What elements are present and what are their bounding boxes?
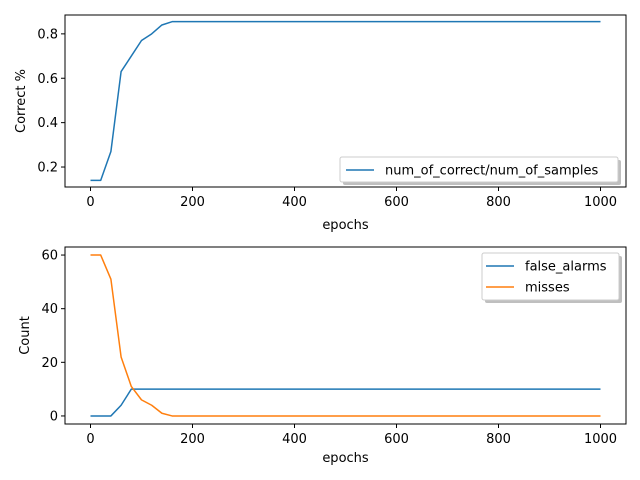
plot-frame (64, 246, 627, 425)
x-tick-label: 800 (486, 432, 511, 447)
x-tick-label: 200 (180, 432, 205, 447)
y-tick-label: 0.8 (37, 27, 58, 42)
legend-label-false-alarms: false_alarms (525, 260, 607, 275)
x-tick-label: 400 (282, 195, 307, 210)
legend-label-correct: num_of_correct/num_of_samples (385, 164, 599, 179)
legend: false_alarms misses (481, 252, 622, 303)
x-tick-label: 400 (282, 432, 307, 447)
legend-label-misses: misses (525, 281, 570, 296)
ticks: 0 200 400 600 800 1000 0 20 40 60 (41, 249, 617, 447)
correct-percentage-chart: 0 200 400 600 800 1000 0.2 0.4 0.6 0.8 epochs Cor… (14, 14, 627, 233)
x-tick-label: 800 (486, 195, 511, 210)
x-tick-label: 0 (86, 195, 94, 210)
series-line-false-alarms (90, 388, 601, 417)
y-axis-label: Count (18, 316, 33, 355)
y-axis-label: Correct % (14, 69, 29, 133)
y-tick-label: 20 (41, 356, 58, 371)
series-line-misses (90, 254, 601, 417)
x-axis-label: epochs (322, 218, 369, 233)
series-lines (90, 20, 601, 182)
y-tick-label: 0.2 (37, 161, 58, 176)
x-tick-label: 200 (180, 195, 205, 210)
series-line-num-of-correct-num-of-samples (90, 20, 601, 182)
legend: num_of_correct/num_of_samples (339, 156, 621, 185)
x-tick-label: 0 (86, 432, 94, 447)
y-tick-label: 0 (50, 409, 58, 424)
x-axis-label: epochs (322, 451, 369, 466)
y-tick-label: 0.6 (37, 72, 58, 87)
y-tick-label: 0.4 (37, 116, 58, 131)
ticks: 0 200 400 600 800 1000 0.2 0.4 0.6 0.8 (37, 27, 617, 210)
plot-frame (64, 14, 627, 188)
x-tick-label: 600 (384, 432, 409, 447)
legend-box (339, 156, 619, 183)
y-tick-label: 60 (41, 249, 58, 264)
x-tick-label: 1000 (584, 432, 617, 447)
legend-box (481, 252, 620, 301)
y-tick-label: 40 (41, 302, 58, 317)
x-tick-label: 600 (384, 195, 409, 210)
series-lines (90, 254, 601, 417)
count-chart: 0 200 400 600 800 1000 0 20 40 60 epochs Count fa… (18, 246, 627, 466)
x-tick-label: 1000 (584, 195, 617, 210)
